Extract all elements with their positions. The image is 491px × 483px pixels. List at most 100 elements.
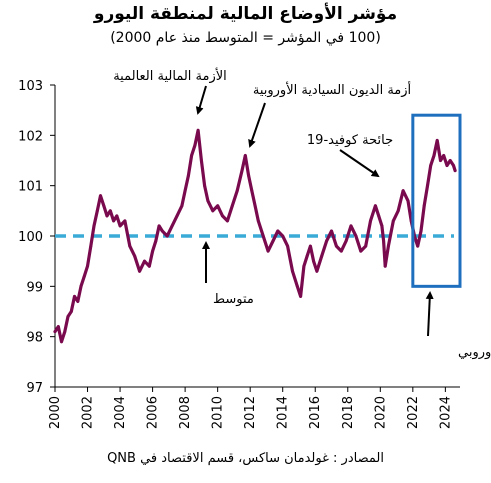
ecb-tightening-arrow xyxy=(425,291,434,337)
series-point xyxy=(226,219,229,223)
average-annotation: متوسط xyxy=(213,292,254,307)
series-point xyxy=(53,330,57,333)
series-point xyxy=(439,159,442,162)
y-tick-label: 99 xyxy=(26,280,43,295)
series-point xyxy=(315,269,319,273)
series-point xyxy=(330,229,333,233)
source-note: المصادر : غولدمان ساكس، قسم الاقتصاد في … xyxy=(107,451,384,466)
x-tick-label: 2010 xyxy=(211,396,226,429)
series-point xyxy=(253,204,257,208)
x-tick-label: 2006 xyxy=(146,396,161,429)
euro-debt-arrow xyxy=(248,102,266,148)
chart-title: مؤشر الأوضاع المالية لمنطقة اليورو xyxy=(93,4,398,24)
series-point xyxy=(276,229,280,233)
series-point xyxy=(211,209,215,213)
series-point xyxy=(281,234,285,238)
series-point xyxy=(286,244,289,248)
series-point xyxy=(190,154,194,157)
series-point xyxy=(160,229,164,233)
series-point xyxy=(235,189,239,193)
y-tick-label: 103 xyxy=(18,79,43,94)
series-point xyxy=(261,234,265,238)
series-point xyxy=(221,214,224,218)
series-point xyxy=(448,159,452,162)
series-point xyxy=(82,274,86,278)
covid-arrow xyxy=(339,149,380,178)
series-point xyxy=(401,189,405,193)
series-point xyxy=(230,204,234,208)
series-point xyxy=(299,295,302,298)
series-point xyxy=(295,284,299,288)
series-point xyxy=(416,244,420,248)
x-tick-label: 2012 xyxy=(243,396,258,429)
series-point xyxy=(406,199,410,203)
x-tick-label: 2008 xyxy=(178,396,193,429)
x-tick-label: 2002 xyxy=(81,396,96,429)
series-point xyxy=(396,209,400,213)
series-point xyxy=(165,234,169,238)
series-point xyxy=(354,234,358,238)
series-point xyxy=(200,159,203,162)
euro-debt-annotation: أزمة الديون السيادية الأوروبية xyxy=(253,81,411,98)
series-point xyxy=(429,164,433,167)
series-point xyxy=(92,224,96,228)
x-tick-label: 2014 xyxy=(276,396,291,429)
series-point xyxy=(291,269,294,273)
series-point xyxy=(256,219,260,223)
series-point xyxy=(143,259,146,263)
series-point xyxy=(325,239,328,243)
series-point xyxy=(309,244,312,248)
series-point xyxy=(73,295,76,298)
series-point xyxy=(419,229,423,233)
series-point xyxy=(151,249,155,253)
series-point xyxy=(271,239,275,243)
series-point xyxy=(216,204,220,208)
series-point xyxy=(349,224,353,228)
series-point xyxy=(382,239,385,243)
series-point xyxy=(105,214,109,218)
tightening-highlight-box xyxy=(411,113,462,288)
series-point xyxy=(63,330,67,333)
y-tick-label: 101 xyxy=(18,180,43,195)
series-point xyxy=(86,264,89,268)
series-point xyxy=(79,284,83,288)
series-point xyxy=(123,219,127,223)
series-point xyxy=(128,244,132,248)
series-point xyxy=(154,239,158,243)
series-point xyxy=(380,224,384,228)
series-point xyxy=(312,259,315,263)
series-point xyxy=(76,300,80,303)
series-point xyxy=(133,254,137,258)
x-tick-label: 2000 xyxy=(48,396,63,429)
series-point xyxy=(320,254,324,258)
x-tick-label: 2016 xyxy=(308,396,323,429)
series-point xyxy=(89,244,93,248)
series-point xyxy=(138,269,142,273)
series-point xyxy=(187,174,190,178)
series-point xyxy=(369,219,372,223)
series-point xyxy=(335,244,338,248)
series-point xyxy=(102,204,106,208)
series-point xyxy=(69,310,73,313)
series-point xyxy=(305,254,309,258)
series-point xyxy=(445,164,449,167)
series-point xyxy=(422,204,426,208)
ecb-tightening-annotation: دورة التشديد النقدي من قِبل البنك المركز… xyxy=(458,343,491,360)
y-tick-label: 100 xyxy=(18,230,43,245)
series-point xyxy=(196,128,200,132)
series-point xyxy=(435,139,439,142)
series-point xyxy=(452,164,455,167)
series-point xyxy=(344,239,348,243)
series-point xyxy=(203,184,207,188)
series-point xyxy=(266,249,270,253)
gfc-arrow xyxy=(195,85,207,115)
x-tick-label: 2004 xyxy=(113,396,128,429)
x-tick-label: 2020 xyxy=(373,396,388,429)
series-point xyxy=(157,224,161,228)
series-point xyxy=(175,214,179,218)
series-point xyxy=(193,144,197,147)
series-point xyxy=(364,244,368,248)
covid-annotation: جائحة كوفيد-19 xyxy=(307,133,393,148)
series-point xyxy=(240,169,244,173)
